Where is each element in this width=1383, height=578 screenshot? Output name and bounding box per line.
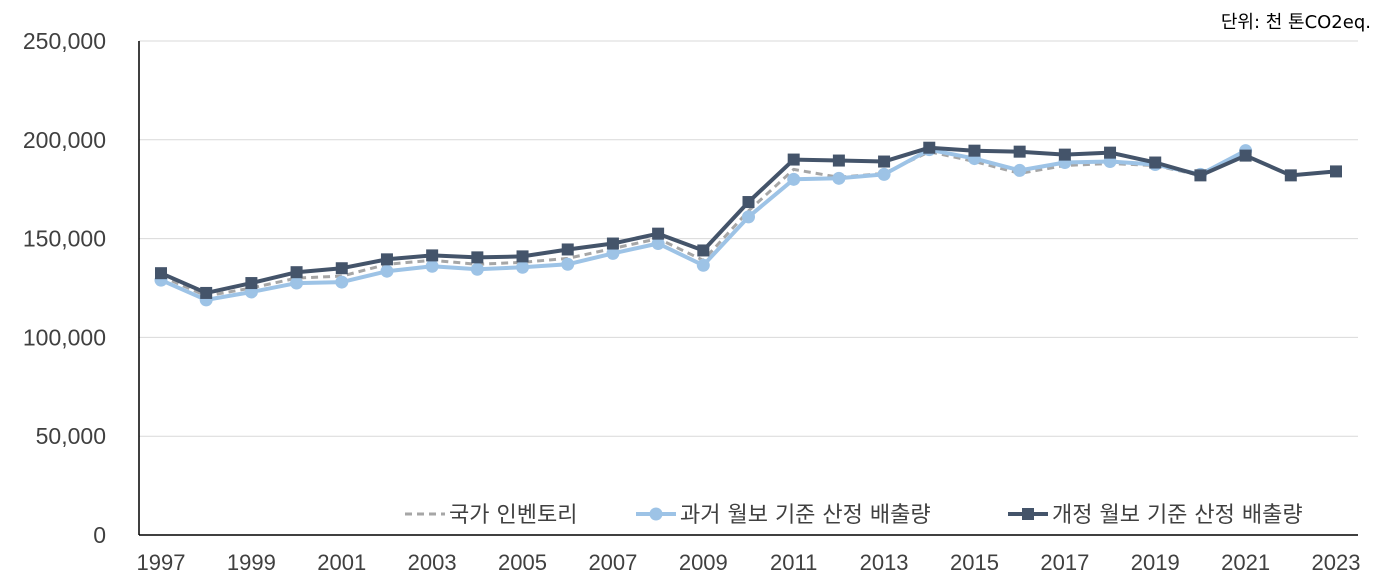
data-point	[1013, 145, 1026, 158]
data-point	[425, 259, 439, 273]
data-point	[1284, 169, 1297, 182]
x-tick-label: 2001	[317, 550, 366, 575]
data-point	[1104, 146, 1117, 159]
data-point	[155, 267, 167, 280]
data-point	[335, 275, 349, 289]
data-point	[290, 276, 304, 290]
x-tick-label: 2005	[498, 550, 547, 575]
legend-item-3: 개정 월보 기준 산정 배출량	[1008, 503, 1303, 528]
legend: 국가 인벤토리 과거 월보 기준 산정 배출량 개정 월보 기준 산정 배출량	[405, 503, 1303, 528]
x-tick-label: 2015	[950, 550, 999, 575]
x-tick-label: 2007	[588, 550, 637, 575]
data-point	[742, 210, 755, 224]
legend-label: 국가 인벤토리	[449, 503, 577, 528]
x-tick-label: 2019	[1131, 550, 1180, 575]
x-tick-label: 2009	[679, 550, 728, 575]
unit-label: 단위: 천 톤CO2eq.	[1220, 12, 1371, 33]
data-point	[1194, 169, 1207, 182]
data-point	[1330, 165, 1342, 178]
data-point	[697, 244, 710, 257]
data-point	[923, 141, 936, 154]
x-tick-label: 2013	[860, 550, 909, 575]
gridlines	[139, 40, 1358, 437]
data-point	[471, 251, 484, 264]
x-tick-label: 2021	[1221, 550, 1270, 575]
y-tick-label: 0	[93, 522, 106, 548]
data-point	[561, 257, 575, 271]
data-point	[832, 154, 845, 167]
x-tick-label: 1997	[137, 550, 186, 575]
data-point	[606, 246, 620, 260]
series-3	[155, 141, 1342, 299]
data-point	[878, 155, 891, 168]
data-point	[877, 167, 891, 181]
series-line	[160, 150, 1201, 298]
data-point	[832, 171, 846, 185]
data-point	[606, 237, 619, 250]
y-tick-label: 100,000	[23, 324, 106, 350]
data-point	[968, 144, 981, 157]
legend-item-2: 과거 월보 기준 산정 배출량	[636, 503, 931, 528]
data-point	[1013, 163, 1027, 177]
data-point	[245, 277, 258, 290]
legend-label: 과거 월보 기준 산정 배출량	[680, 503, 931, 528]
data-point	[696, 258, 710, 272]
data-point	[380, 264, 394, 278]
data-point	[335, 262, 348, 275]
data-point	[742, 196, 755, 209]
series-1	[160, 150, 1201, 298]
data-point	[1058, 148, 1071, 161]
data-point	[200, 286, 213, 299]
y-tick-label: 50,000	[36, 423, 106, 449]
series-2	[154, 143, 1253, 307]
y-tick-label: 250,000	[23, 28, 106, 54]
data-point	[470, 262, 484, 276]
data-point	[652, 227, 665, 240]
data-point	[516, 260, 530, 274]
data-point	[290, 266, 303, 279]
axes: 0 50,000 100,000 150,000 200,000 250,000 1997 1…	[23, 28, 1361, 575]
y-tick-label: 150,000	[23, 226, 106, 252]
x-tick-label: 1999	[227, 550, 276, 575]
legend-item-1: 국가 인벤토리	[405, 503, 577, 528]
data-point	[1149, 156, 1162, 169]
x-tick-label: 2023	[1312, 550, 1361, 575]
data-point	[561, 243, 574, 256]
data-point	[787, 153, 800, 166]
data-point	[787, 172, 801, 186]
data-point	[380, 253, 393, 266]
data-point	[516, 250, 529, 263]
legend-marker	[1022, 508, 1034, 520]
y-tick-label: 200,000	[23, 127, 106, 153]
x-tick-label: 2003	[408, 550, 457, 575]
x-tick-label: 2017	[1040, 550, 1089, 575]
x-tick-label: 2011	[770, 550, 817, 575]
data-point	[426, 249, 439, 262]
legend-marker	[649, 507, 663, 521]
data-point	[651, 237, 665, 251]
series-group	[154, 141, 1342, 307]
data-point	[1239, 149, 1252, 162]
legend-label: 개정 월보 기준 산정 배출량	[1052, 503, 1303, 528]
